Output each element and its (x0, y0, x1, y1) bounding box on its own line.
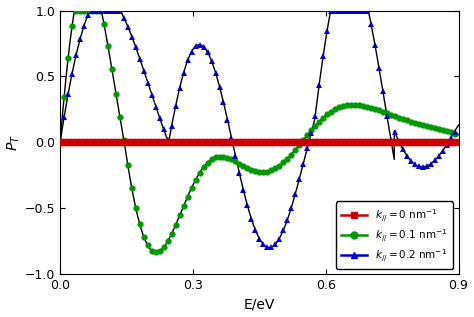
X-axis label: E/eV: E/eV (244, 297, 275, 311)
Legend: $k_{//} = 0\ \mathrm{nm}^{-1}$, $k_{//} = 0.1\ \mathrm{nm}^{-1}$, $k_{//} = 0.2\: $k_{//} = 0\ \mathrm{nm}^{-1}$, $k_{//} … (336, 201, 453, 269)
Y-axis label: $P_T$: $P_T$ (6, 134, 22, 151)
